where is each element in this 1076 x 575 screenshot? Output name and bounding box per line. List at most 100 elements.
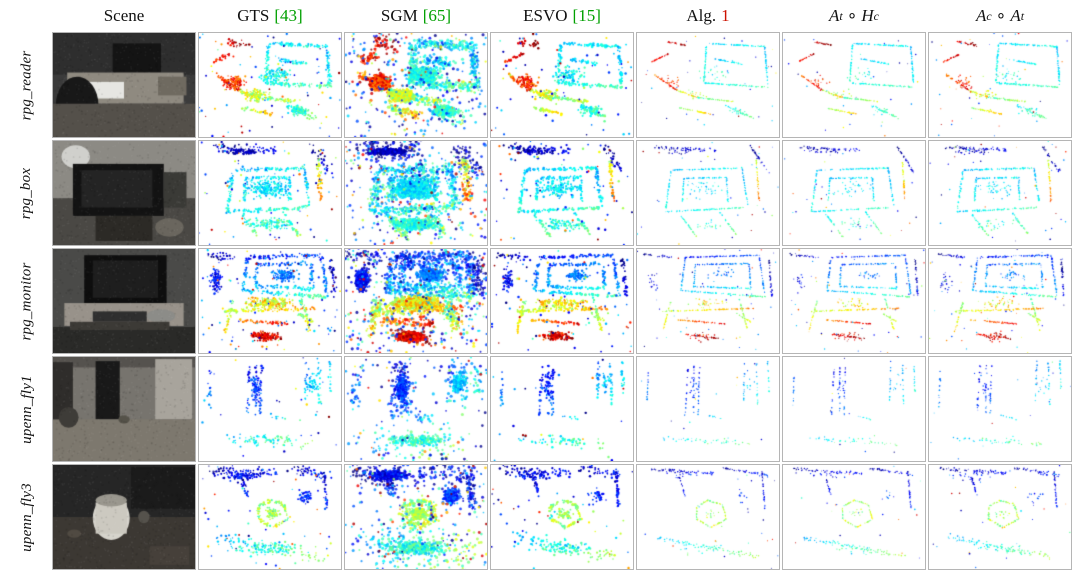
row-label-rpg-box: rpg_box [18, 167, 35, 219]
depth-map-cell [928, 356, 1072, 462]
depth-map-ac-at [929, 357, 1071, 461]
depth-map-cell [636, 464, 780, 570]
column-header-gts: GTS [43] [198, 2, 342, 30]
composition-operator: ∘ [846, 6, 858, 25]
scene-image-cell [52, 140, 196, 246]
depth-map-cell [344, 356, 488, 462]
depth-map-ac-at [929, 141, 1071, 245]
depth-map-cell [344, 248, 488, 354]
depth-map-at-hc [783, 249, 925, 353]
depth-map-cell [782, 464, 926, 570]
math-var: H [861, 6, 874, 25]
depth-map-gts [199, 141, 341, 245]
column-header-alg1: Alg. 1 [636, 2, 780, 30]
depth-map-cell [636, 356, 780, 462]
depth-map-cell [198, 140, 342, 246]
math-subscript: c [986, 8, 992, 23]
depth-map-cell [636, 32, 780, 138]
depth-map-at-hc [783, 141, 925, 245]
math-var: A [975, 6, 987, 25]
depth-map-cell [198, 356, 342, 462]
depth-map-at-hc [783, 465, 925, 569]
header-corner-spacer [4, 2, 50, 30]
scene-image-cell [52, 464, 196, 570]
citation-ref: [15] [572, 6, 601, 25]
depth-map-esvo [491, 249, 633, 353]
citation-ref: [65] [422, 6, 452, 25]
depth-map-gts [199, 465, 341, 569]
scene-photo [53, 357, 195, 461]
scene-image-cell [52, 356, 196, 462]
scene-image-cell [52, 32, 196, 138]
depth-map-cell [782, 140, 926, 246]
math-subscript: t [1020, 8, 1025, 23]
depth-map-cell [490, 140, 634, 246]
depth-map-ac-at [929, 465, 1071, 569]
depth-map-at-hc [783, 33, 925, 137]
row-label-rpg-reader: rpg_reader [18, 50, 35, 120]
depth-map-cell [928, 140, 1072, 246]
column-label: GTS [237, 6, 270, 25]
math-var: A [1010, 6, 1021, 25]
depth-map-esvo [491, 357, 633, 461]
depth-map-sgm [345, 141, 487, 245]
depth-map-at-hc [783, 357, 925, 461]
row-label-upenn-fly3: upenn_fly3 [18, 482, 35, 552]
depth-map-sgm [345, 33, 487, 137]
math-subscript: t [839, 8, 843, 23]
column-label: Scene [103, 6, 145, 25]
depth-map-cell [490, 464, 634, 570]
depth-map-cell [782, 248, 926, 354]
depth-map-ac-at [929, 33, 1071, 137]
depth-map-cell [782, 32, 926, 138]
depth-map-sgm [345, 249, 487, 353]
depth-map-alg1 [637, 249, 779, 353]
depth-map-esvo [491, 141, 633, 245]
depth-map-gts [199, 249, 341, 353]
scene-image-cell [52, 248, 196, 354]
depth-map-cell [344, 140, 488, 246]
depth-map-ac-at [929, 249, 1071, 353]
algorithm-number: 1 [721, 6, 730, 25]
scene-photo [53, 465, 195, 569]
depth-map-cell [490, 32, 634, 138]
depth-map-cell [782, 356, 926, 462]
depth-map-cell [198, 248, 342, 354]
depth-map-gts [199, 33, 341, 137]
depth-map-cell [344, 32, 488, 138]
depth-map-alg1 [637, 357, 779, 461]
depth-map-cell [636, 140, 780, 246]
column-header-scene: Scene [52, 2, 196, 30]
depth-map-alg1 [637, 33, 779, 137]
column-label: ESVO [523, 6, 568, 25]
math-subscript: c [873, 8, 879, 23]
scene-photo [53, 33, 195, 137]
column-label: SGM [380, 6, 418, 25]
depth-map-cell [490, 248, 634, 354]
scene-photo [53, 249, 195, 353]
depth-map-cell [198, 464, 342, 570]
column-label: Alg. [686, 6, 717, 25]
depth-map-alg1 [637, 465, 779, 569]
depth-map-cell [490, 356, 634, 462]
depth-map-esvo [491, 465, 633, 569]
math-var: A [829, 6, 840, 25]
depth-map-cell [928, 32, 1072, 138]
column-header-sgm: SGM [65] [344, 2, 488, 30]
depth-map-cell [636, 248, 780, 354]
depth-map-cell [344, 464, 488, 570]
composition-operator: ∘ [995, 6, 1007, 25]
depth-map-alg1 [637, 141, 779, 245]
row-label-upenn-fly1: upenn_fly1 [18, 374, 35, 444]
citation-ref: [43] [274, 6, 303, 25]
scene-photo [53, 141, 195, 245]
depth-map-esvo [491, 33, 633, 137]
column-header-esvo: ESVO [15] [490, 2, 634, 30]
depth-map-cell [928, 248, 1072, 354]
depth-map-sgm [345, 357, 487, 461]
row-label-rpg-monitor: rpg_monitor [18, 261, 35, 341]
depth-map-cell [198, 32, 342, 138]
